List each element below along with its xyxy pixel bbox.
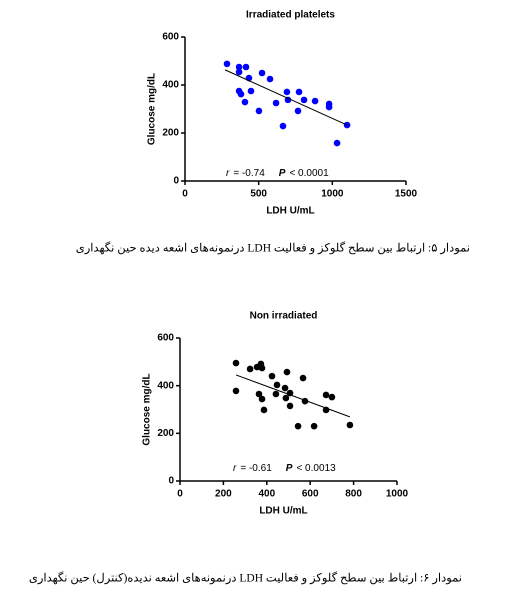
point: [255, 107, 263, 115]
chart-title: Non irradiated: [250, 311, 318, 322]
point: [242, 63, 250, 71]
annotation-part: P: [279, 168, 286, 179]
annotation-part: < 0.0001: [289, 168, 329, 179]
annotation: r = -0.74 P < 0.0001: [226, 168, 329, 179]
y-tick-label: 400: [162, 80, 179, 91]
x-tick-label: 0: [182, 189, 188, 200]
point: [223, 60, 231, 68]
point: [328, 393, 336, 401]
point: [310, 422, 318, 430]
point: [272, 99, 280, 107]
chart-title: Irradiated platelets: [246, 10, 335, 21]
annotation-part: r: [233, 463, 237, 474]
y-tick-label: 600: [157, 333, 174, 344]
point: [283, 88, 291, 96]
x-tick-label: 600: [302, 489, 319, 500]
x-tick-label: 0: [177, 489, 183, 500]
point: [235, 63, 243, 71]
point: [273, 381, 281, 389]
point: [311, 97, 319, 105]
point: [286, 402, 294, 410]
x-tick-label: 800: [345, 489, 362, 500]
y-tick-label: 0: [168, 476, 174, 487]
point: [246, 365, 254, 373]
y-tick-label: 400: [157, 380, 174, 391]
annotation-part: r: [226, 168, 230, 179]
point: [284, 96, 292, 104]
point: [325, 103, 333, 111]
point: [322, 391, 330, 399]
point: [295, 88, 303, 96]
point: [268, 372, 276, 380]
y-tick-label: 600: [162, 32, 179, 43]
point: [235, 68, 243, 76]
annotation-part: < 0.0013: [296, 463, 336, 474]
point: [232, 387, 240, 395]
point: [260, 406, 268, 414]
point: [232, 359, 240, 367]
x-tick-label: 200: [215, 489, 232, 500]
y-axis-label: Glucose mg/dL: [147, 73, 158, 145]
x-tick-label: 1500: [395, 189, 418, 200]
y-tick-label: 0: [173, 176, 179, 187]
point: [266, 75, 274, 83]
x-tick-label: 1000: [386, 489, 409, 500]
x-tick-label: 400: [258, 489, 275, 500]
point: [241, 98, 249, 106]
trend-line: [235, 374, 351, 418]
trend-line: [224, 69, 348, 126]
annotation-part: = -0.74: [233, 168, 265, 179]
point: [282, 394, 290, 402]
annotation: r = -0.61 P < 0.0013: [233, 463, 336, 474]
caption: نمودار ۶: ارتباط بین سطح گلوکز و فعالیت …: [29, 571, 462, 585]
x-axis-label: LDH U/mL: [259, 506, 307, 517]
point: [272, 390, 280, 398]
x-tick-label: 1000: [321, 189, 344, 200]
y-axis-label: Glucose mg/dL: [142, 373, 153, 445]
point: [333, 139, 341, 147]
x-tick-label: 500: [250, 189, 267, 200]
point: [255, 390, 263, 398]
caption: نمودار ۵: ارتباط بین سطح گلوکز و فعالیت …: [76, 241, 470, 255]
annotation-part: P: [286, 463, 293, 474]
x-axis-label: LDH U/mL: [266, 206, 314, 217]
point: [294, 107, 302, 115]
y-tick-label: 200: [157, 428, 174, 439]
point: [247, 87, 255, 95]
point: [237, 90, 245, 98]
point: [300, 96, 308, 104]
y-tick-label: 200: [162, 128, 179, 139]
point: [258, 395, 266, 403]
point: [346, 421, 354, 429]
annotation-part: = -0.61: [240, 463, 272, 474]
point: [299, 374, 307, 382]
point: [258, 69, 266, 77]
point: [283, 368, 291, 376]
point: [294, 422, 302, 430]
point: [279, 122, 287, 130]
point: [281, 384, 289, 392]
point: [343, 121, 351, 129]
point: [258, 364, 266, 372]
